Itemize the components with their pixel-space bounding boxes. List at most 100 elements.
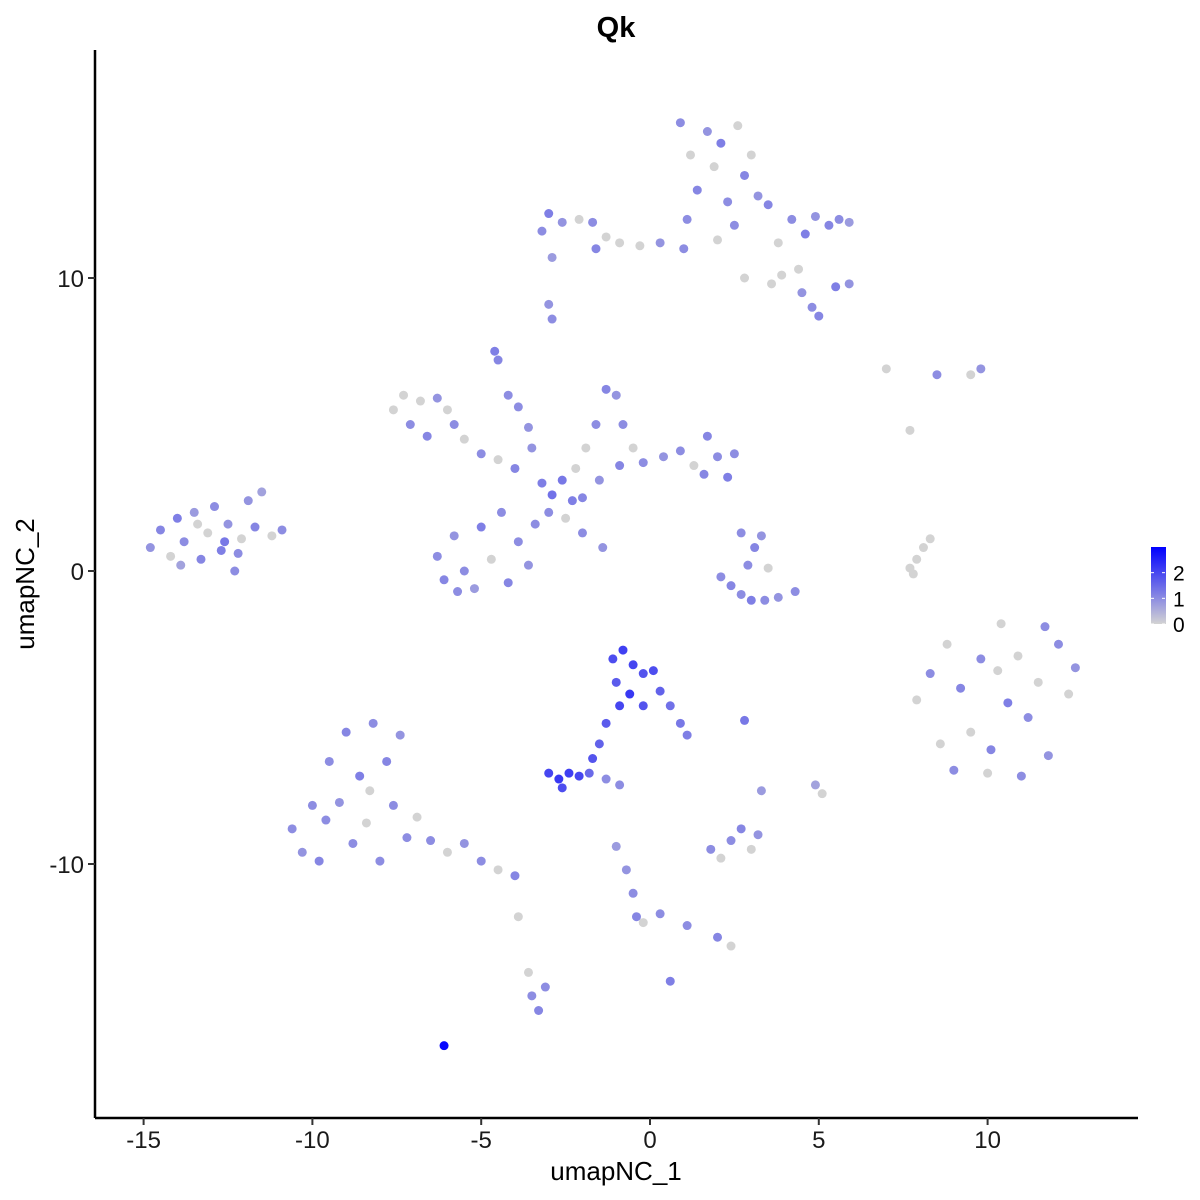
cell-point	[257, 487, 267, 497]
cell-point	[382, 756, 392, 766]
cell-point	[905, 563, 915, 573]
cell-point	[334, 797, 344, 807]
cell-point	[608, 654, 618, 664]
cell-point	[689, 461, 699, 471]
cell-point	[601, 718, 611, 728]
cell-point	[179, 537, 189, 547]
cell-point	[547, 490, 557, 500]
cell-point	[746, 595, 756, 605]
legend-tick-label: 0	[1173, 614, 1185, 637]
cell-point	[740, 715, 750, 725]
cell-point	[402, 833, 412, 843]
y-tick-label: 0	[71, 559, 84, 586]
cell-point	[675, 718, 685, 728]
cell-point	[209, 502, 219, 512]
x-tick-label: 5	[812, 1127, 825, 1154]
cell-point	[844, 279, 854, 289]
cell-point	[493, 455, 503, 465]
cell-point	[422, 431, 432, 441]
cell-point	[490, 346, 500, 356]
cell-point	[746, 844, 756, 854]
cell-point	[449, 420, 459, 429]
cell-point	[615, 780, 625, 790]
cell-point	[172, 513, 182, 523]
cell-point	[729, 449, 739, 459]
x-tick-label: -5	[471, 1127, 492, 1154]
cell-point	[777, 270, 787, 280]
cell-point	[746, 150, 756, 160]
cell-point	[611, 677, 621, 687]
cell-point	[388, 405, 398, 415]
cell-point	[682, 730, 692, 740]
cell-point	[983, 768, 993, 778]
x-tick-label: -15	[126, 1127, 161, 1154]
cell-point	[547, 314, 557, 324]
cell-point	[527, 443, 537, 453]
cell-point	[675, 446, 685, 456]
cell-point	[557, 217, 567, 227]
points-layer	[145, 118, 1080, 1051]
cell-point	[736, 589, 746, 599]
cell-point	[797, 288, 807, 298]
cell-point	[523, 560, 533, 570]
cell-point	[726, 836, 736, 846]
cell-point	[655, 909, 665, 919]
cell-point	[628, 660, 638, 670]
cell-point	[510, 463, 520, 473]
cell-point	[486, 554, 496, 564]
x-axis-title: umapNC_1	[550, 1156, 682, 1186]
color-legend: 0 12	[1151, 547, 1185, 637]
cell-point	[709, 162, 719, 172]
cell-point	[314, 856, 324, 866]
cell-point	[740, 273, 750, 283]
cell-point	[743, 560, 753, 570]
cell-point	[544, 768, 554, 778]
cell-point	[625, 689, 635, 699]
cell-point	[581, 443, 591, 453]
cell-point	[794, 264, 804, 274]
cell-point	[567, 496, 577, 506]
cell-point	[540, 982, 550, 992]
cell-point	[665, 976, 675, 986]
cell-point	[1023, 713, 1033, 722]
cell-point	[544, 507, 554, 517]
x-tick-label: 0	[643, 1127, 656, 1154]
cell-point	[615, 238, 625, 248]
cell-point	[918, 543, 928, 553]
cell-point	[321, 815, 331, 825]
cell-point	[584, 768, 594, 778]
cell-point	[557, 475, 567, 485]
cell-point	[324, 756, 334, 766]
cell-point	[773, 238, 783, 248]
cell-point	[611, 841, 621, 851]
cell-point	[1033, 677, 1043, 687]
cell-point	[527, 991, 537, 1001]
cell-point	[453, 587, 463, 597]
cell-point	[631, 912, 641, 922]
cell-point	[561, 513, 571, 523]
cell-point	[155, 525, 165, 535]
cell-point	[537, 478, 547, 488]
cell-point	[638, 458, 648, 468]
cell-point	[760, 595, 770, 605]
cell-point	[1043, 751, 1053, 761]
cell-point	[723, 472, 733, 482]
cell-point	[1053, 639, 1063, 649]
cell-point	[756, 786, 766, 796]
cell-point	[912, 554, 922, 564]
cell-point	[307, 800, 317, 810]
cell-point	[530, 519, 540, 529]
cell-point	[598, 543, 608, 553]
cell-point	[638, 701, 648, 711]
cell-point	[513, 912, 523, 922]
cell-point	[493, 865, 503, 875]
cell-point	[496, 507, 506, 517]
cell-point	[405, 420, 415, 429]
cell-point	[375, 856, 385, 866]
cell-point	[601, 774, 611, 784]
cell-point	[810, 211, 820, 221]
cell-point	[763, 200, 773, 210]
cell-point	[716, 138, 726, 148]
cell-point	[510, 871, 520, 881]
